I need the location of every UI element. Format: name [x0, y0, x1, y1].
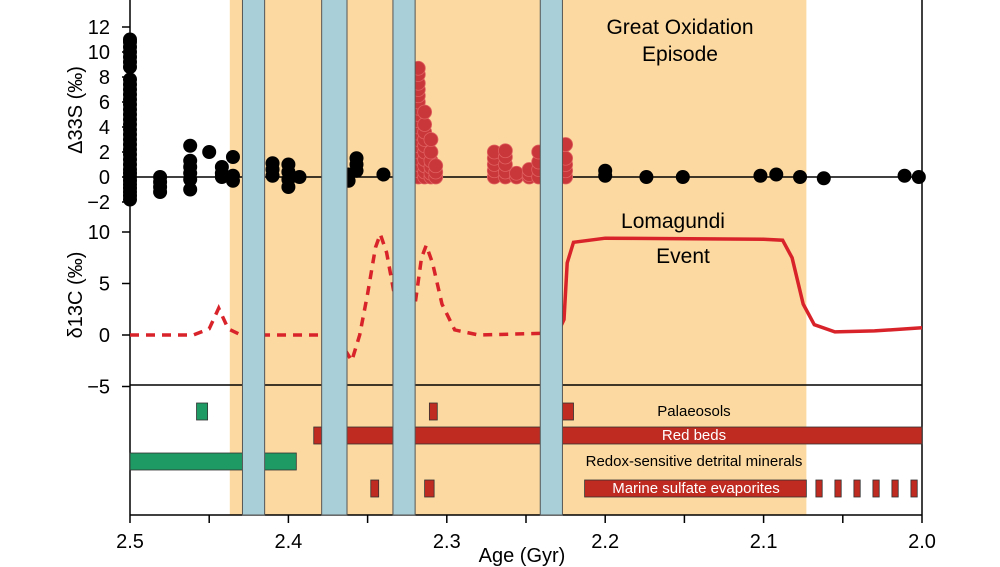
sulfur-point-black: [123, 72, 137, 87]
sulfur-point-black: [183, 182, 198, 197]
indicator-label: Palaeosols: [657, 403, 730, 420]
indicator-bar: [853, 479, 861, 498]
x-tick-label: 2.2: [591, 531, 619, 553]
sulfur-point-black: [639, 170, 654, 184]
indicator-bar: [346, 426, 923, 445]
x-tick-label: 2.5: [116, 531, 144, 553]
indicator-bar: [872, 479, 880, 498]
sulfur-point-red: [428, 158, 444, 174]
lomagundi-label-line2: Event: [656, 245, 710, 268]
lomagundi-label-line1: Lomagundi: [621, 210, 725, 233]
sulfur-point-black: [123, 32, 137, 47]
sulfur-point-black: [349, 151, 364, 166]
glaciation-bar: [392, 0, 416, 516]
sulfur-point-black: [225, 150, 240, 164]
sulfur-y-tick-label: 6: [99, 92, 110, 114]
indicator-label: Redox-sensitive detrital minerals: [586, 453, 803, 470]
goe-label-line1: Great Oxidation: [606, 16, 753, 39]
indicator-bar: [910, 479, 918, 498]
sulfur-y-tick-label: 10: [88, 42, 110, 64]
glaciation-bar: [321, 0, 348, 516]
sulfur-y-tick-label: 4: [99, 117, 110, 139]
x-axis-label: Age (Gyr): [479, 545, 566, 567]
sulfur-point-red: [423, 144, 439, 160]
indicator-bar: [584, 479, 807, 498]
sulfur-point-black: [265, 156, 280, 171]
indicator-bar: [129, 452, 297, 471]
sulfur-point-black: [753, 168, 768, 183]
sulfur-point-black: [183, 153, 198, 168]
carbon-y-tick-label: 5: [99, 274, 110, 296]
sulfur-point-black: [816, 171, 831, 186]
sulfur-y-tick-label: −2: [87, 192, 110, 214]
sulfur-y-tick-label: 0: [99, 167, 110, 189]
sulfur-point-black: [598, 163, 613, 178]
sulfur-y-tick-label: 12: [88, 17, 110, 39]
carbon-y-tick-label: 10: [88, 222, 110, 244]
x-tick-label: 2.4: [274, 531, 302, 553]
sulfur-point-red: [423, 132, 439, 147]
carbon-y-tick-label: 0: [99, 325, 110, 347]
indicator-bar: [313, 426, 323, 445]
indicator-bar: [370, 479, 380, 498]
glaciation-bar: [539, 0, 563, 516]
x-tick-label: 2.3: [433, 531, 461, 553]
sulfur-point-black: [202, 145, 217, 159]
sulfur-point-black: [225, 168, 240, 183]
sulfur-point-red: [498, 143, 513, 159]
x-tick-label: 2.1: [750, 531, 778, 553]
indicator-bar: [424, 479, 435, 498]
sulfur-y-tick-label: 8: [99, 67, 110, 89]
x-tick-label: 2.0: [908, 531, 936, 553]
sulfur-point-red: [509, 165, 524, 181]
sulfur-point-black: [214, 160, 229, 174]
indicator-bar: [428, 402, 438, 421]
carbon-curve-solid: [556, 236, 923, 334]
sulfur-point-black: [183, 138, 198, 153]
indicator-bar: [834, 479, 842, 498]
indicator-label: Marine sulfate evaporites: [612, 480, 780, 497]
sulfur-y-tick-label: 2: [99, 142, 110, 164]
carbon-y-tick-label: −5: [87, 377, 110, 399]
sulfur-point-red: [417, 104, 433, 120]
indicator-bar: [891, 479, 899, 498]
sulfur-point-black: [281, 157, 296, 172]
indicator-bar: [562, 402, 574, 421]
indicator-label: Red beds: [662, 427, 726, 444]
indicator-bar: [196, 402, 209, 421]
sulfur-point-black: [153, 170, 168, 184]
glaciation-bar: [241, 0, 266, 516]
carbon-curve-dashed: [130, 228, 558, 366]
sulfur-point-red: [417, 117, 433, 132]
sulfur-y-axis-label: Δ33S (‰): [65, 66, 87, 154]
sulfur-point-black: [675, 170, 690, 184]
sulfur-point-black: [769, 167, 784, 182]
sulfur-point-black: [911, 170, 926, 184]
indicator-bar: [815, 479, 823, 498]
goe-label-line2: Episode: [642, 43, 718, 66]
sulfur-point-black: [793, 170, 808, 184]
carbon-y-axis-label: δ13C (‰): [65, 252, 87, 339]
sulfur-point-black: [897, 168, 912, 183]
sulfur-point-black: [376, 167, 391, 182]
sulfur-point-black: [292, 170, 307, 184]
